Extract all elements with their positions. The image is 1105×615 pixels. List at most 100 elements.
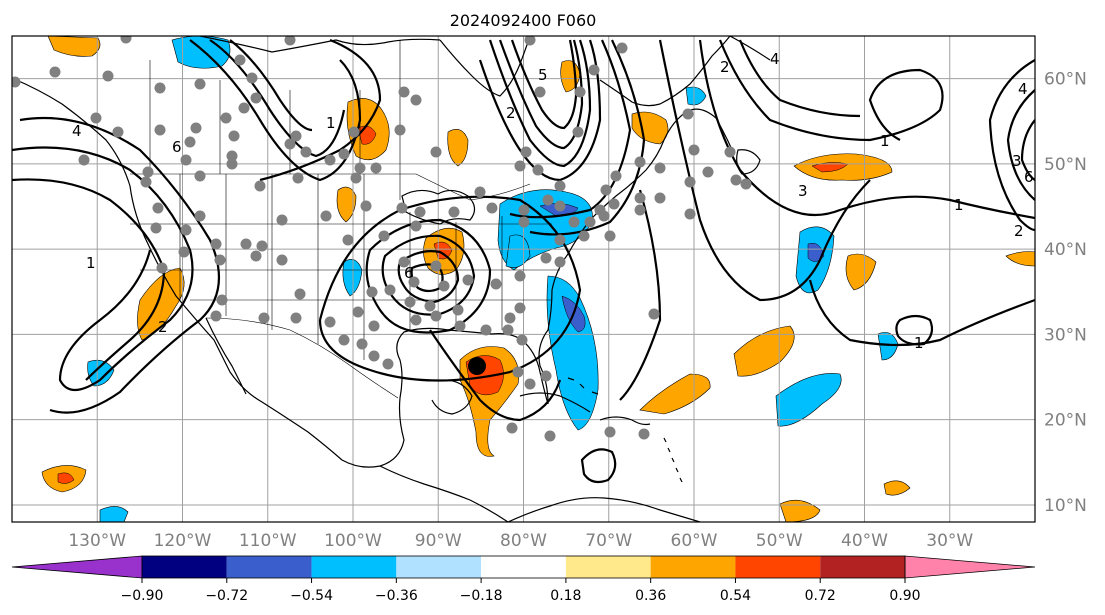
station-dot — [542, 194, 554, 206]
station-dot — [554, 200, 566, 212]
coastline-hispaniola — [599, 416, 651, 426]
contour-west-ridge-1 — [189, 39, 362, 182]
lat-tick-label: 20°N — [1044, 411, 1087, 431]
station-dot — [604, 230, 616, 242]
station-dot — [258, 312, 270, 324]
colorbar-segment — [226, 556, 312, 578]
station-dot — [408, 276, 420, 288]
station-dot — [574, 86, 586, 98]
station-dot — [284, 138, 296, 150]
station-dot — [112, 126, 124, 138]
shade-blue-baja — [87, 359, 115, 387]
lon-tick-label: 80°W — [500, 531, 547, 551]
station-dot — [480, 324, 492, 336]
station-dot — [544, 430, 556, 442]
contour-label-2-east: 2 — [1014, 222, 1024, 240]
station-dot — [634, 204, 646, 216]
coastline-yucatan — [431, 379, 473, 415]
colorbar-segment — [650, 556, 736, 578]
hurricane-center-marker — [468, 357, 486, 375]
station-dot — [572, 126, 584, 138]
lon-tick-label: 90°W — [415, 531, 462, 551]
province-lines — [149, 40, 401, 200]
coastline-west — [12, 77, 381, 468]
contour-central-2 — [488, 39, 592, 168]
lon-tick-label: 100°W — [324, 531, 382, 551]
station-dot — [370, 162, 382, 174]
shade-red-tropic-1 — [57, 472, 75, 484]
station-dot — [568, 216, 580, 228]
station-dot — [504, 312, 516, 324]
station-dot — [190, 122, 202, 134]
station-dot — [250, 250, 262, 262]
station-dot — [142, 166, 154, 178]
station-dot — [514, 302, 526, 314]
station-dot — [292, 172, 304, 184]
station-dot — [210, 310, 222, 322]
station-dot — [410, 314, 422, 326]
station-dot — [240, 238, 252, 250]
colorbar-segment — [142, 556, 227, 578]
contour-label-2-atlantic: 2 — [720, 58, 730, 76]
lat-tick-label: 50°N — [1044, 155, 1087, 175]
lon-tick-label: 30°W — [926, 531, 973, 551]
station-dot — [654, 162, 666, 174]
station-dot — [682, 108, 694, 120]
station-dot — [520, 146, 532, 158]
station-dot — [532, 164, 544, 176]
contour-central-1 — [478, 39, 602, 182]
colorbar-segment — [311, 556, 397, 578]
contour-lines — [12, 38, 1035, 484]
shade-blue-atlantic-coast — [546, 275, 599, 431]
contour-low-outer — [318, 195, 582, 382]
station-dot — [234, 54, 246, 66]
station-dot — [384, 284, 396, 296]
contour-atlantic-4 — [658, 39, 871, 302]
station-dot — [684, 208, 696, 220]
coastline-greenland — [729, 36, 771, 61]
station-dot — [430, 310, 442, 322]
station-dot — [448, 206, 460, 218]
station-dot — [514, 160, 526, 172]
station-dot — [634, 156, 646, 168]
coastlines — [12, 36, 771, 522]
contour-label-4-east: 4 — [1018, 80, 1028, 98]
station-dot — [394, 124, 406, 136]
station-dot — [600, 184, 612, 196]
station-dot — [154, 82, 166, 94]
station-dot — [366, 286, 378, 298]
colorbar-segment — [396, 556, 482, 578]
contour-central-3 — [498, 39, 584, 150]
colorbar — [11, 555, 1036, 583]
contour-label-3-atlantic: 3 — [798, 182, 808, 200]
coastline-bahamas — [567, 377, 599, 395]
contour-labels: 6 4 1 2 1 6 5 2 2 4 1 3 1 2 4 3 6 1 — [72, 50, 1034, 352]
contour-label-6-low: 6 — [404, 264, 414, 282]
station-dot — [220, 112, 232, 124]
station-dot — [194, 170, 206, 182]
station-dot — [608, 198, 620, 210]
lon-tick-label: 50°W — [756, 531, 803, 551]
station-dot — [214, 254, 226, 266]
station-dot — [156, 262, 168, 274]
colorbar-tick-label: −0.72 — [205, 588, 248, 604]
station-dot — [154, 124, 166, 136]
station-dot — [12, 76, 21, 88]
coastline-cuba — [519, 392, 591, 413]
contour-small-low — [895, 314, 934, 346]
colorbar-tick-label: 0.54 — [720, 588, 751, 604]
station-dot — [638, 428, 650, 440]
station-dot — [238, 102, 250, 114]
shade-blue-ohio — [342, 259, 363, 297]
station-dot — [184, 136, 196, 148]
station-dot — [554, 256, 566, 268]
station-dot — [294, 288, 306, 300]
colorbar-tick-label: −0.36 — [375, 588, 418, 604]
station-dot — [404, 296, 416, 308]
contour-atlantic-7 — [1006, 89, 1035, 201]
shade-orange-tropic-3 — [883, 480, 911, 496]
colorbar-tick-label: 0.18 — [550, 588, 581, 604]
station-dot — [378, 230, 390, 242]
contour-label-4-west: 4 — [72, 122, 82, 140]
station-dot — [356, 338, 368, 350]
